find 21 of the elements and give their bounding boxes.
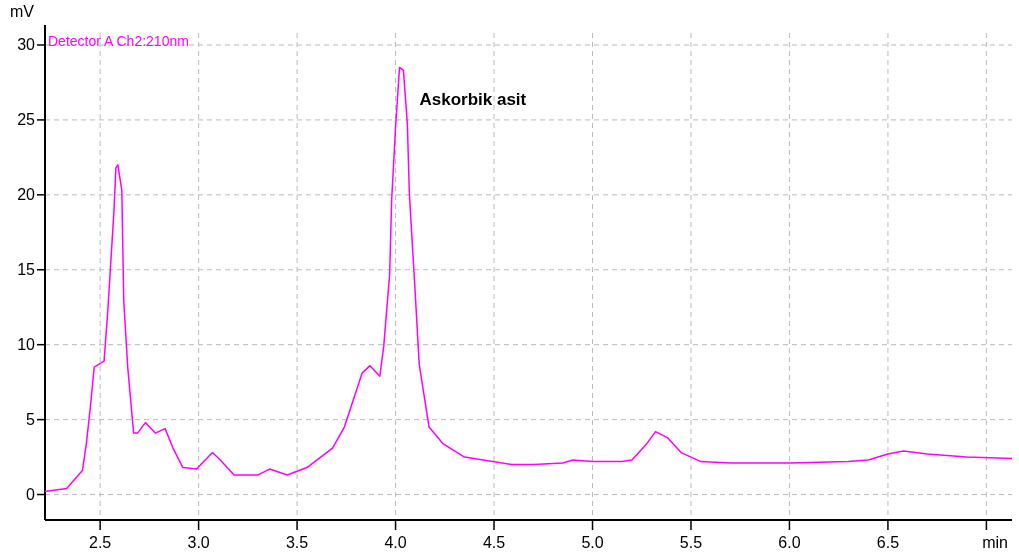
x-tick-label: 2.5	[89, 534, 112, 551]
y-tick-label: 5	[26, 410, 36, 428]
y-tick-label: 0	[26, 485, 36, 503]
x-tick-label: 3.0	[187, 534, 210, 551]
y-tick-label: 20	[17, 185, 36, 203]
x-tick-label: 6.5	[876, 534, 900, 551]
y-axis-title: mV	[10, 3, 35, 20]
x-tick-label: 5.5	[679, 534, 703, 551]
x-axis-title: min	[982, 534, 1008, 551]
x-tick-label: 4.0	[384, 534, 407, 551]
x-tick-label: 5.0	[581, 534, 604, 551]
y-tick-label: 25	[17, 110, 36, 128]
x-tick-label: 6.0	[778, 534, 801, 551]
x-tick-label: 3.5	[285, 534, 309, 551]
y-tick-label: 30	[17, 35, 36, 53]
y-tick-label: 10	[17, 335, 36, 353]
annotation: Askorbik asit	[419, 90, 527, 110]
x-tick-label: 4.5	[482, 534, 506, 551]
text: Detector A Ch2:210nm	[48, 33, 189, 49]
y-tick-label: 15	[17, 260, 36, 278]
line-series	[44, 66, 1013, 493]
